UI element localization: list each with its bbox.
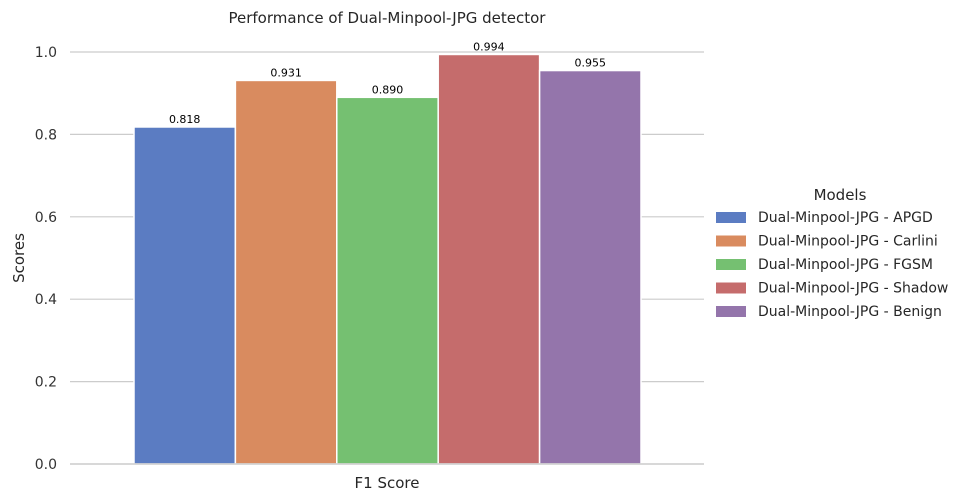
y-tick-label-4: 0.8 [35, 127, 57, 143]
y-axis-label: Scores [10, 233, 28, 283]
bar-4 [437, 53, 541, 465]
legend-entry-5: Dual-Minpool-JPG - Benign [758, 304, 942, 320]
legend-swatch-5 [716, 306, 746, 317]
legend-entry-1: Dual-Minpool-JPG - APGD [758, 210, 933, 226]
bar-value-label-1: 0.818 [169, 113, 201, 126]
bar-3 [336, 96, 439, 465]
chart-title: Performance of Dual-Minpool-JPG detector [229, 9, 547, 27]
y-tick-label-2: 0.4 [35, 292, 57, 308]
legend-swatch-4 [716, 282, 746, 294]
bars [133, 53, 642, 465]
bar-5 [538, 69, 642, 465]
y-tick-label-0: 0.0 [35, 457, 57, 473]
legend-entry-4: Dual-Minpool-JPG - Shadow [758, 281, 948, 297]
y-tick-labels: 0.0 0.2 0.4 0.6 0.8 1.0 [35, 45, 57, 473]
bar-value-label-5: 0.955 [575, 57, 607, 70]
legend-swatch-3 [716, 259, 746, 270]
bar-value-label-2: 0.931 [270, 66, 302, 79]
legend: Models Dual-Minpool-JPG - APGD Dual-Minpo… [716, 186, 948, 320]
bar-1 [133, 126, 237, 465]
y-tick-label-3: 0.6 [35, 210, 57, 226]
legend-title: Models [814, 186, 867, 204]
legend-swatch-2 [716, 235, 746, 247]
bar-2 [234, 79, 338, 465]
bar-value-label-3: 0.890 [372, 83, 404, 96]
bar-value-labels: 0.818 0.931 0.890 0.994 0.955 [169, 40, 606, 126]
y-tick-label-5: 1.0 [35, 45, 57, 61]
legend-swatch-1 [716, 212, 746, 223]
x-axis-label: F1 Score [355, 474, 420, 492]
legend-entry-3: Dual-Minpool-JPG - FGSM [758, 257, 933, 273]
y-tick-label-1: 0.2 [35, 375, 57, 391]
legend-entry-2: Dual-Minpool-JPG - Carlini [758, 234, 938, 250]
bar-value-label-4: 0.994 [473, 40, 505, 53]
